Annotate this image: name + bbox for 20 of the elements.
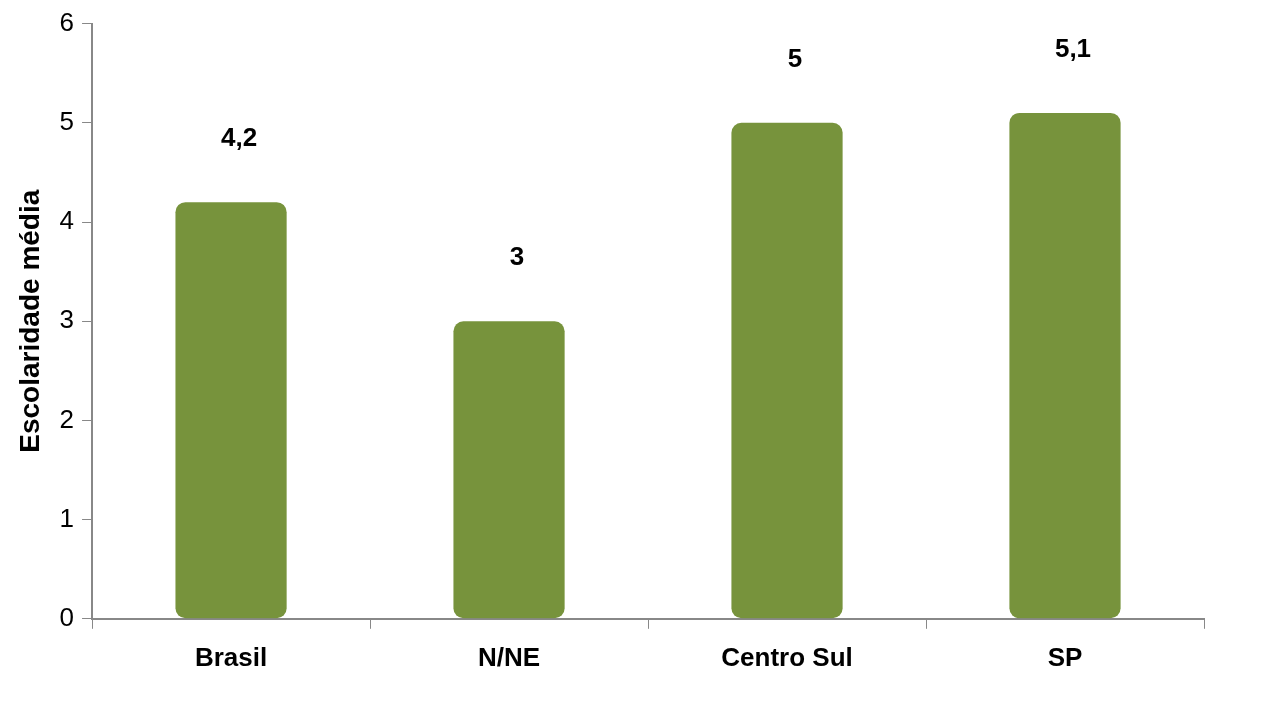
bar xyxy=(1009,112,1121,619)
y-tick-label: 1 xyxy=(59,502,75,533)
x-tick-label: Brasil xyxy=(194,641,268,672)
bar xyxy=(175,202,287,619)
y-tick-label: 6 xyxy=(59,6,75,37)
y-tick-label: 4 xyxy=(59,205,75,236)
x-tick-label: SP xyxy=(1047,641,1083,672)
data-label: 5,1 xyxy=(1054,33,1092,64)
y-tick-label: 2 xyxy=(59,403,75,434)
bar xyxy=(731,122,843,619)
y-tick-label: 5 xyxy=(59,105,75,136)
y-axis-title: Escolaridade média xyxy=(13,189,45,453)
data-label: 5 xyxy=(787,42,803,73)
bar xyxy=(453,321,565,619)
y-tick-label: 0 xyxy=(59,601,75,632)
data-label: 4,2 xyxy=(220,122,258,153)
y-tick-label: 3 xyxy=(59,304,75,335)
x-tick-label: N/NE xyxy=(477,641,541,672)
data-label: 3 xyxy=(509,241,525,272)
x-tick-label: Centro Sul xyxy=(721,641,853,672)
